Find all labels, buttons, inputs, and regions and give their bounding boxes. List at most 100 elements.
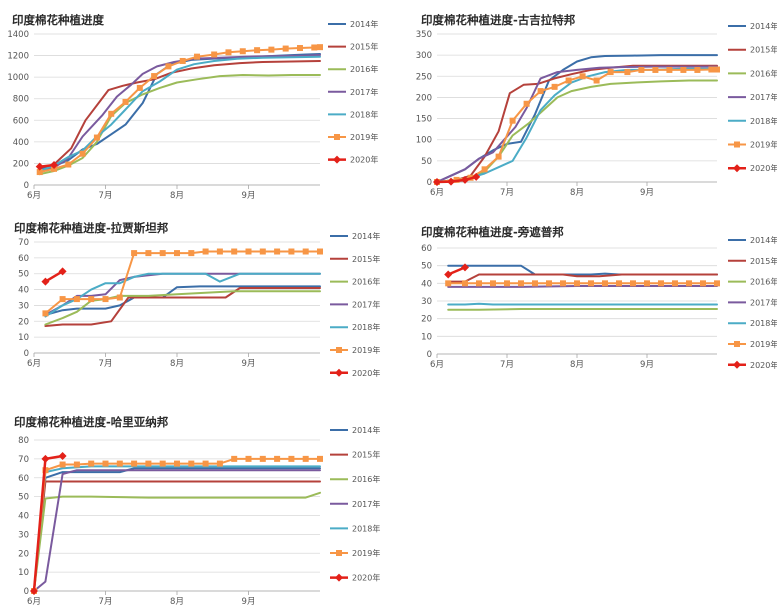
data-point: [225, 49, 232, 56]
legend-label: 2018年: [350, 109, 378, 119]
data-point: [565, 77, 572, 84]
data-point: [131, 460, 138, 467]
data-point: [188, 250, 195, 257]
chart-title: 印度棉花种植进度-旁遮普邦: [421, 225, 564, 239]
x-tick-label: 6月: [27, 191, 41, 201]
data-point: [433, 178, 441, 186]
chart-title: 印度棉花种植进度-哈里亚纳邦: [14, 415, 169, 429]
data-point: [102, 296, 109, 303]
data-point: [588, 280, 594, 287]
data-point: [202, 460, 209, 467]
data-point: [194, 53, 201, 60]
data-point: [145, 460, 152, 467]
data-point: [245, 248, 252, 255]
data-point: [274, 248, 281, 255]
y-tick-label: 80: [18, 436, 29, 446]
data-point: [317, 455, 323, 462]
data-point: [41, 277, 50, 286]
data-point: [624, 69, 631, 76]
data-point: [461, 175, 469, 184]
data-point: [254, 47, 261, 54]
legend-label: 2019年: [750, 339, 777, 349]
series-line: [447, 264, 718, 276]
legend-label: 2016年: [352, 277, 380, 287]
legend-label: 2017年: [750, 297, 777, 307]
y-tick-label: 70: [18, 455, 29, 465]
y-tick-label: 10: [18, 333, 29, 343]
data-point: [445, 280, 452, 287]
legend-label: 2014年: [352, 425, 380, 435]
series-line: [38, 74, 321, 176]
data-point: [472, 172, 481, 181]
data-point: [116, 294, 123, 301]
line-chart: 0 10 20 30 40 50 60 6月 7月 8月 9月 2014年 2015年 2016年 2017…: [421, 235, 777, 370]
y-tick-label: 20: [18, 549, 29, 559]
y-tick-label: 0: [427, 178, 432, 188]
y-tick-label: 250: [416, 72, 432, 82]
legend-label: 2018年: [750, 318, 777, 328]
y-tick-label: 400: [13, 138, 29, 148]
series-line: [44, 270, 64, 283]
line-chart: 0 10 20 30 40 50 60 70 6月 7月 8月 9月 2014年 2015年 2016年 20…: [18, 231, 380, 378]
y-tick-label: 10: [421, 332, 432, 342]
data-point: [616, 280, 622, 287]
data-point: [231, 248, 238, 255]
legend-label: 2020年: [350, 155, 378, 165]
data-point: [282, 45, 289, 52]
legend-label: 2018年: [352, 322, 380, 332]
series-line: [436, 64, 718, 183]
data-point: [42, 310, 49, 317]
series-line: [38, 60, 321, 169]
y-tick-label: 200: [416, 93, 432, 103]
data-point: [652, 66, 659, 73]
legend-label: 2018年: [750, 116, 777, 126]
y-tick-label: 70: [18, 238, 29, 248]
data-point: [259, 248, 266, 255]
data-point: [593, 77, 600, 84]
chart-panel-haryana: 印度棉花种植进度-哈里亚纳邦 0 10 20 30 40 50 60 70 80 6月 7月 8月 9月…: [0, 408, 390, 614]
y-tick-label: 50: [421, 262, 432, 272]
y-tick-label: 30: [18, 301, 29, 311]
data-point: [551, 83, 558, 90]
legend-label: 2019年: [750, 140, 777, 150]
legend-label: 2020年: [750, 163, 777, 173]
data-point: [58, 452, 67, 461]
y-tick-label: 600: [13, 116, 29, 126]
series-line: [33, 491, 321, 592]
line-chart: 0 50 100 150 200 250 300 350 6月 7月 8月 9月 2014年 2015年 2…: [416, 21, 777, 198]
data-point: [79, 150, 86, 157]
data-point: [733, 164, 741, 173]
chart-panel-india: 印度棉花种植进度 0 200 400 600 800 1000 1200 1400 6月 7月 8月…: [0, 0, 390, 201]
x-tick-label: 8月: [170, 359, 184, 369]
legend-label: 2015年: [352, 450, 380, 460]
x-tick-label: 6月: [430, 188, 444, 198]
data-point: [216, 460, 223, 467]
data-point: [116, 460, 123, 467]
series-line: [33, 457, 321, 592]
data-point: [274, 455, 281, 462]
legend-label: 2017年: [352, 299, 380, 309]
legend-label: 2017年: [750, 92, 777, 102]
data-point: [630, 280, 636, 287]
legend-label: 2015年: [750, 256, 777, 266]
data-point: [734, 141, 740, 148]
data-point: [268, 46, 275, 53]
data-point: [638, 66, 645, 73]
y-tick-label: 1200: [7, 52, 29, 62]
data-point: [151, 73, 158, 80]
legend-label: 2017年: [352, 499, 380, 509]
legend-label: 2017年: [350, 87, 378, 97]
legend-label: 2015年: [350, 42, 378, 52]
data-point: [122, 98, 129, 105]
legend-label: 2020年: [352, 368, 380, 378]
data-point: [88, 296, 95, 303]
data-point: [302, 248, 309, 255]
y-tick-label: 60: [18, 474, 29, 484]
x-tick-label: 9月: [242, 359, 256, 369]
x-tick-label: 6月: [27, 597, 41, 607]
data-point: [93, 134, 100, 141]
data-point: [733, 360, 741, 369]
data-point: [317, 44, 323, 51]
x-tick-label: 7月: [99, 597, 113, 607]
legend-label: 2019年: [350, 132, 378, 142]
